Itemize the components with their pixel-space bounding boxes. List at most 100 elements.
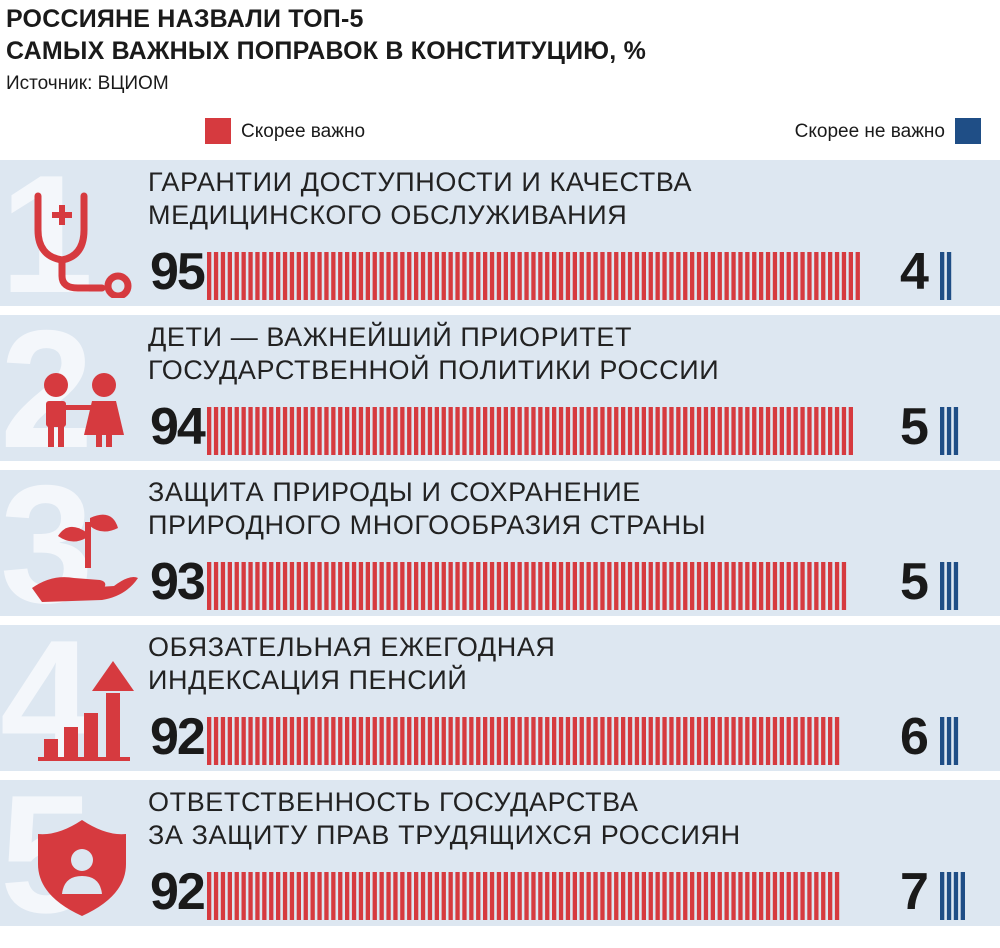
bar-segment-important xyxy=(634,407,640,455)
bar-segment-important xyxy=(476,407,481,455)
bar-segment-important xyxy=(255,717,260,765)
bar-segment-important xyxy=(814,252,819,300)
bar-segment-important xyxy=(593,562,598,610)
bar-segment-important xyxy=(669,872,674,920)
bar-segment-important xyxy=(724,562,729,610)
bar-segment-important xyxy=(786,562,791,610)
bar-segment-important xyxy=(552,872,557,920)
bar-segment-important xyxy=(296,717,301,765)
bar-segment-important xyxy=(276,872,281,920)
bar-segment-important xyxy=(683,717,688,765)
bar-segment-important xyxy=(207,562,212,610)
bar-segment-not-important xyxy=(960,872,965,920)
bar-segment-important xyxy=(779,407,784,455)
bar-segment-important xyxy=(738,872,743,920)
bar-segment-important xyxy=(552,407,557,455)
bar-important xyxy=(207,562,847,610)
bar-segment-important xyxy=(317,407,322,455)
bar-segment-important xyxy=(669,717,674,765)
chart-title-line-1: РОССИЯНЕ НАЗВАЛИ ТОП-5 xyxy=(6,5,364,33)
bar-segment-important xyxy=(448,252,453,300)
bar-segment-important xyxy=(469,872,474,920)
bar-segment-important xyxy=(476,872,481,920)
bar-segment-important xyxy=(586,717,591,765)
bar-segment-important xyxy=(282,562,288,610)
bar-segment-important xyxy=(414,562,419,610)
bar-segment-important xyxy=(786,252,791,300)
bar-segment-important xyxy=(634,872,640,920)
bar-important xyxy=(207,872,840,920)
bar-segment-important xyxy=(462,717,467,765)
bar-segment-important xyxy=(358,717,364,765)
bar-segment-important xyxy=(269,252,274,300)
bar-segment-important xyxy=(524,872,529,920)
bar-segment-important xyxy=(524,562,529,610)
bar-segment-important xyxy=(572,717,577,765)
bar-segment-important xyxy=(489,562,495,610)
bar-segment-important xyxy=(565,872,571,920)
bar-segment-not-important xyxy=(953,562,959,610)
bar-segment-important xyxy=(351,407,357,455)
bar-segment-important xyxy=(800,872,805,920)
bar-segment-important xyxy=(393,252,398,300)
bar-segment-important xyxy=(510,872,515,920)
bar-segment-important xyxy=(241,872,246,920)
bar-segment-important xyxy=(710,717,715,765)
bar-segment-important xyxy=(282,252,288,300)
bar-segment-important xyxy=(717,717,722,765)
bar-segment-important xyxy=(338,717,343,765)
bar-segment-not-important xyxy=(946,717,952,765)
bar-segment-important xyxy=(841,407,847,455)
bar-segment-important xyxy=(690,562,695,610)
bar-segment-important xyxy=(648,407,653,455)
bar-segment-important xyxy=(400,252,405,300)
bar-segment-important xyxy=(800,407,805,455)
bar-segment-important xyxy=(338,872,343,920)
bar-segment-important xyxy=(703,562,709,610)
bar-segment-important xyxy=(710,252,715,300)
bar-segment-not-important xyxy=(946,252,952,300)
bar-segment-important xyxy=(676,717,681,765)
bar-segment-important xyxy=(524,717,529,765)
bar-segment-important xyxy=(255,407,260,455)
bar-segment-important xyxy=(669,562,674,610)
bar-segment-important xyxy=(696,872,702,920)
bar-segment-important xyxy=(269,562,274,610)
bar-segment-important xyxy=(489,407,495,455)
bar-segment-important xyxy=(455,562,460,610)
bar-segment-important xyxy=(455,872,460,920)
bar-segment-important xyxy=(676,252,681,300)
bar-segment-important xyxy=(641,717,646,765)
bar-segment-important xyxy=(407,717,412,765)
bar-segment-important xyxy=(586,562,591,610)
bar-not-important xyxy=(940,562,959,610)
bar-segment-important xyxy=(241,252,246,300)
bar-segment-important xyxy=(738,717,743,765)
bar-segment-important xyxy=(759,252,764,300)
bar-segment-important xyxy=(434,562,439,610)
bar-segment-important xyxy=(351,252,357,300)
amendment-label: ГАРАНТИИ ДОСТУПНОСТИ И КАЧЕСТВА МЕДИЦИНС… xyxy=(148,167,693,230)
bar-segment-important xyxy=(531,252,536,300)
bar-segment-important xyxy=(420,562,426,610)
bar-segment-important xyxy=(234,407,239,455)
bar-not-important xyxy=(940,407,959,455)
bar-segment-important xyxy=(358,407,364,455)
bar-segment-important xyxy=(372,562,377,610)
bar-segment-important xyxy=(400,872,405,920)
bar-segment-important xyxy=(227,717,232,765)
bar-segment-important xyxy=(455,717,460,765)
bar-segment-important xyxy=(621,562,626,610)
bar-not-important xyxy=(940,872,965,920)
bar-segment-important xyxy=(531,407,536,455)
bar-segment-important xyxy=(765,562,771,610)
bar-segment-important xyxy=(289,872,295,920)
bar-segment-important xyxy=(662,252,667,300)
bar-segment-important xyxy=(365,872,370,920)
bar-segment-important xyxy=(372,717,377,765)
bar-segment-important xyxy=(752,717,757,765)
bar-segment-important xyxy=(448,562,453,610)
amendment-label: ДЕТИ — ВАЖНЕЙШИЙ ПРИОРИТЕТ ГОСУДАРСТВЕНН… xyxy=(148,322,720,385)
bar-segment-important xyxy=(676,407,681,455)
bar-segment-important xyxy=(828,252,833,300)
